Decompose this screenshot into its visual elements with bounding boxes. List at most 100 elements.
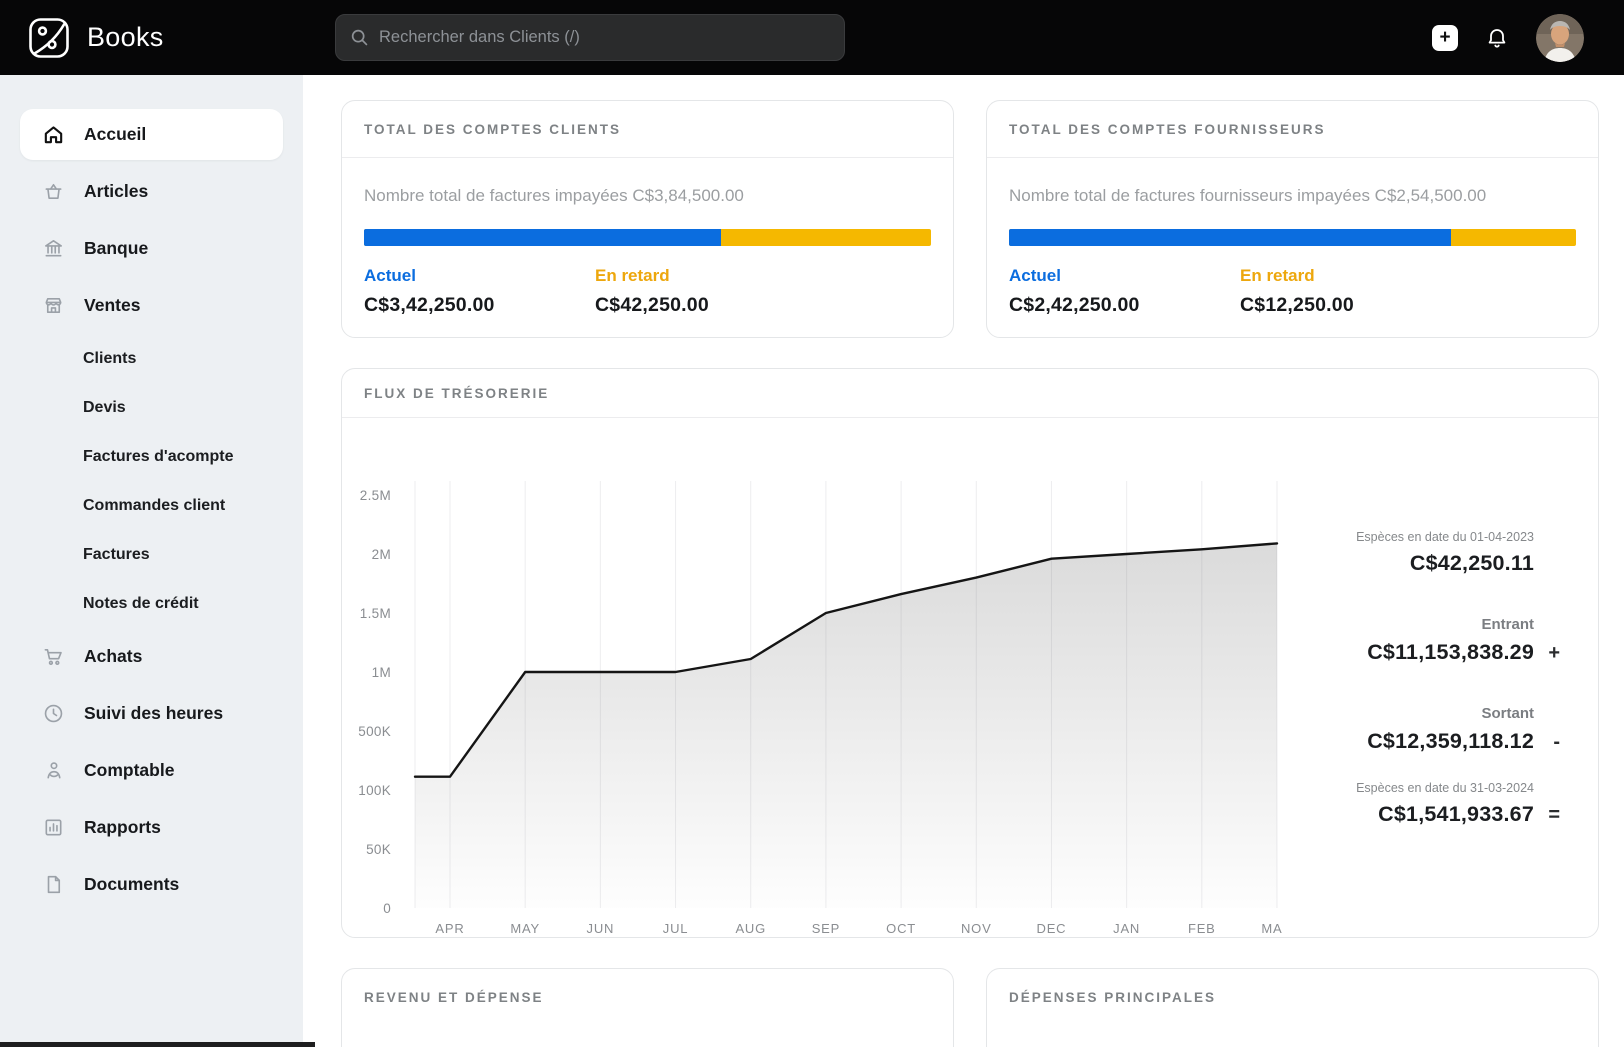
clients-current-value: C$3,42,250.00 (364, 294, 495, 316)
sidebar-nav: Accueil Articles Banque Ventes Clients D… (0, 75, 303, 1047)
x-axis-month-label: OCT (886, 921, 916, 936)
sidebar-item-label: Ventes (84, 295, 141, 315)
bank-icon (42, 237, 65, 260)
card-flux-de-tresorerie: FLUX DE TRÉSORERIE 2.5M 2M 1.5M 1M 500K 100K 5… (341, 368, 1599, 938)
global-search[interactable] (335, 14, 845, 61)
stat-opening-cash: Espèces en date du 01-04-2023 C$42,250.1… (1230, 530, 1560, 576)
document-icon (42, 873, 65, 896)
home-icon (42, 123, 65, 146)
fournisseurs-overdue-label: En retard (1240, 266, 1315, 285)
sidebar-item-label: Articles (84, 181, 149, 201)
stat-value: C$11,153,838.29 (1367, 640, 1534, 664)
topbar: Books + (0, 0, 1624, 75)
app-brand[interactable]: Books (0, 16, 303, 60)
sidebar-item-label: Documents (84, 874, 180, 894)
sidebar-item-accueil[interactable]: Accueil (20, 109, 283, 160)
cashflow-chart[interactable]: 2.5M 2M 1.5M 1M 500K 100K 50K 0 APR MAY JUN JUL AUG S… (353, 475, 1292, 937)
plus-sign: + (1548, 642, 1560, 664)
quick-create-button[interactable]: + (1432, 24, 1458, 51)
sidebar-item-clients[interactable]: Clients (83, 349, 137, 367)
sidebar-item-label: Achats (84, 646, 143, 666)
sidebar-item-comptable[interactable]: Comptable (0, 742, 303, 799)
app-name: Books (87, 22, 164, 52)
fournisseurs-unpaid-summary: Nombre total de factures fournisseurs im… (1009, 186, 1487, 205)
cashflow-line (413, 542, 1279, 778)
topbar-actions: + (1432, 0, 1584, 75)
user-avatar[interactable] (1536, 13, 1584, 62)
fournisseurs-progress-current (1009, 229, 1452, 246)
cashflow-stats-panel: Espèces en date du 01-04-2023 C$42,250.1… (1230, 530, 1560, 854)
fournisseurs-progress-bar (1009, 229, 1576, 246)
search-input[interactable] (379, 28, 830, 47)
x-axis-month-label: APR (435, 921, 464, 936)
clients-overdue-label: En retard (595, 266, 670, 285)
card-title-fournisseurs: TOTAL DES COMPTES FOURNISSEURS (1009, 121, 1326, 137)
plus-icon: + (1439, 27, 1451, 48)
clients-unpaid-summary: Nombre total de factures impayées C$3,84… (364, 186, 744, 205)
sidebar-item-label: Comptable (84, 760, 175, 780)
sidebar-item-articles[interactable]: Articles (0, 163, 303, 220)
clients-progress-current (364, 229, 722, 246)
books-logo-icon (27, 16, 71, 60)
fournisseurs-current-value: C$2,42,250.00 (1009, 294, 1140, 316)
sidebar-item-suivi-des-heures[interactable]: Suivi des heures (0, 685, 303, 742)
clients-progress-bar (364, 229, 931, 246)
sidebar-item-label: Accueil (84, 124, 147, 144)
y-axis-tick: 2M (372, 547, 391, 562)
stat-label: Sortant (1481, 705, 1535, 722)
y-axis-tick: 500K (358, 724, 391, 739)
x-axis-month-label: MAY (510, 921, 540, 936)
y-axis-tick: 1.5M (360, 606, 391, 621)
sidebar-item-documents[interactable]: Documents (0, 856, 303, 913)
y-axis-tick: 1M (372, 665, 391, 680)
card-depenses-principales: DÉPENSES PRINCIPALES (986, 968, 1599, 1047)
card-revenu-et-depense: REVENU ET DÉPENSE (341, 968, 954, 1047)
clients-overdue-value: C$42,250.00 (595, 294, 709, 316)
sidebar-item-factures[interactable]: Factures (83, 545, 150, 563)
accountant-person-icon (42, 759, 65, 782)
fournisseurs-overdue-value: C$12,250.00 (1240, 294, 1354, 316)
y-axis-tick: 100K (358, 783, 391, 798)
bell-icon (1485, 26, 1509, 50)
window-edge (0, 1042, 315, 1047)
sidebar-item-label: Banque (84, 238, 149, 258)
search-icon (350, 28, 369, 47)
clients-current-label: Actuel (364, 266, 416, 285)
x-axis-month-label: MAR (1261, 921, 1283, 936)
stat-label: Espèces en date du 31-03-2024 (1356, 781, 1534, 795)
stat-outgoing: Sortant C$12,359,118.12 - (1230, 692, 1560, 754)
cart-icon (42, 645, 65, 668)
sidebar-item-rapports[interactable]: Rapports (0, 799, 303, 856)
x-axis-month-label: DEC (1037, 921, 1067, 936)
sidebar-item-achats[interactable]: Achats (0, 628, 303, 685)
stat-value: C$42,250.11 (1409, 551, 1534, 575)
card-title-flux: FLUX DE TRÉSORERIE (364, 385, 550, 401)
notifications-button[interactable] (1485, 26, 1509, 50)
x-axis-month-label: AUG (735, 921, 766, 936)
card-total-comptes-fournisseurs: TOTAL DES COMPTES FOURNISSEURS Nombre to… (986, 100, 1599, 338)
basket-icon (42, 180, 65, 203)
stat-incoming: Entrant C$11,153,838.29 + (1230, 603, 1560, 665)
y-axis-tick: 50K (366, 842, 391, 857)
bar-chart-icon (42, 816, 65, 839)
stat-closing-cash: Espèces en date du 31-03-2024 C$1,541,93… (1230, 781, 1560, 827)
stat-label: Entrant (1481, 616, 1535, 633)
x-axis-month-label: JUL (663, 921, 689, 936)
sidebar-item-devis[interactable]: Devis (83, 398, 126, 416)
card-total-comptes-clients: TOTAL DES COMPTES CLIENTS Nombre total d… (341, 100, 954, 338)
card-title-revenu-depense: REVENU ET DÉPENSE (364, 990, 544, 1005)
sidebar-item-label: Suivi des heures (84, 703, 224, 723)
sidebar-item-ventes[interactable]: Ventes (0, 277, 303, 334)
minus-sign: - (1553, 731, 1560, 753)
card-title-depenses-principales: DÉPENSES PRINCIPALES (1009, 990, 1217, 1005)
dashboard-main: TOTAL DES COMPTES CLIENTS Nombre total d… (303, 75, 1624, 1047)
sidebar-item-banque[interactable]: Banque (0, 220, 303, 277)
x-axis-month-label: JAN (1113, 921, 1140, 936)
sidebar-item-factures-acompte[interactable]: Factures d'acompte (83, 447, 234, 465)
x-axis-month-label: JUN (587, 921, 615, 936)
storefront-icon (42, 294, 65, 317)
equals-sign: = (1548, 804, 1560, 826)
y-axis-tick: 0 (383, 901, 391, 916)
sidebar-item-commandes-client[interactable]: Commandes client (83, 496, 226, 514)
sidebar-item-notes-credit[interactable]: Notes de crédit (83, 594, 199, 612)
